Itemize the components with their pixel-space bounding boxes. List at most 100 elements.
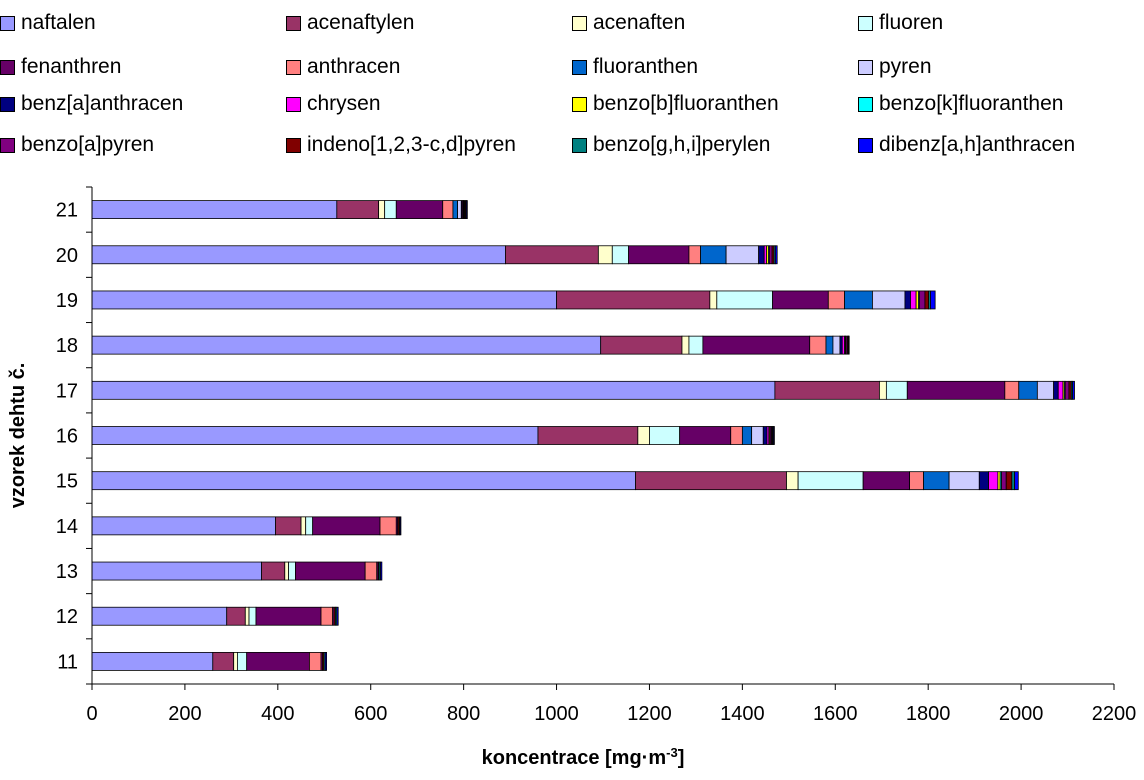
x-tick-label: 1600 bbox=[813, 703, 858, 725]
legend-swatch bbox=[0, 59, 15, 75]
bar-segment bbox=[284, 561, 289, 581]
bar-segment bbox=[295, 561, 366, 581]
legend-swatch bbox=[572, 59, 587, 75]
bar-segment bbox=[1053, 380, 1059, 400]
bar-segment bbox=[1004, 380, 1020, 400]
legend-label: acenaftylen bbox=[307, 11, 415, 34]
bar-segment bbox=[226, 606, 246, 626]
legend-item: fluoren bbox=[858, 8, 943, 38]
bar-segment bbox=[879, 380, 887, 400]
bar-segment bbox=[246, 652, 310, 671]
legend-item: fenanthren bbox=[0, 52, 121, 82]
bar-segment bbox=[336, 606, 339, 626]
y-tick-label: 14 bbox=[56, 516, 78, 538]
legend-item: fluoranthen bbox=[572, 52, 698, 82]
bar-segment bbox=[1014, 471, 1019, 491]
legend-swatch bbox=[572, 96, 587, 112]
legend-item: indeno[1,2,3-c,d]pyren bbox=[286, 130, 516, 160]
legend-item: anthracen bbox=[286, 52, 400, 82]
legend-label: benzo[g,h,i]perylen bbox=[593, 133, 771, 156]
bar-segment bbox=[702, 335, 811, 355]
legend-label: benzo[b]fluoranthen bbox=[593, 92, 779, 115]
bar-segment bbox=[244, 606, 250, 626]
x-tick-label: 1000 bbox=[534, 703, 579, 725]
legend-swatch bbox=[286, 96, 301, 112]
bar-segment bbox=[709, 290, 718, 310]
bar-segment bbox=[730, 426, 743, 445]
legend-label: chrysen bbox=[307, 92, 381, 115]
bar-segment bbox=[237, 652, 248, 671]
legend-label: fluoren bbox=[879, 11, 944, 34]
chart-legend: naftalen acenaftylen acenaften fluoren fenan… bbox=[0, 0, 1144, 170]
x-axis-label: koncentrace [mg·m-3] bbox=[482, 745, 685, 770]
bar-segment bbox=[773, 426, 775, 445]
legend-swatch bbox=[572, 15, 587, 31]
legend-swatch bbox=[286, 59, 301, 75]
bar-segment bbox=[466, 200, 468, 219]
legend-label: acenaften bbox=[593, 11, 686, 34]
bar-segment bbox=[825, 335, 834, 355]
bar-segment bbox=[1072, 380, 1075, 400]
bar-segment bbox=[336, 200, 380, 219]
y-tick-label: 19 bbox=[56, 290, 78, 312]
legend-swatch bbox=[858, 96, 873, 112]
bar-segment bbox=[384, 200, 397, 219]
bar-segment bbox=[255, 606, 322, 626]
legend-item: acenaften bbox=[572, 8, 685, 38]
bar-segment bbox=[261, 561, 286, 581]
bar-segment bbox=[725, 245, 760, 265]
legend-item: naftalen bbox=[0, 8, 96, 38]
legend-label: benzo[k]fluoranthen bbox=[879, 92, 1064, 115]
y-axis-label: vzorek dehtu č. bbox=[7, 363, 29, 509]
bar-segment bbox=[380, 561, 383, 581]
bar-segment bbox=[91, 245, 506, 265]
bar-segment bbox=[923, 471, 950, 491]
bar-segment bbox=[1011, 471, 1015, 491]
bar-segment bbox=[688, 245, 701, 265]
x-tick-label: 2200 bbox=[1092, 703, 1137, 725]
bar-segment bbox=[1005, 471, 1013, 491]
legend-label: pyren bbox=[879, 55, 932, 78]
y-tick-label: 12 bbox=[56, 606, 78, 628]
bar-segment bbox=[597, 245, 613, 265]
legend-swatch bbox=[0, 15, 15, 31]
bar-segment bbox=[741, 426, 753, 445]
bar-segment bbox=[91, 471, 636, 491]
legend-label: fluoranthen bbox=[593, 55, 699, 78]
legend-label: fenanthren bbox=[21, 55, 122, 78]
bar-segment bbox=[556, 290, 711, 310]
bar-segment bbox=[1057, 380, 1064, 400]
y-tick-label: 15 bbox=[56, 471, 78, 493]
legend-item: benzo[k]fluoranthen bbox=[858, 89, 1063, 119]
legend-label: anthracen bbox=[307, 55, 401, 78]
bar-segment bbox=[320, 606, 334, 626]
x-tick-label: 600 bbox=[354, 703, 387, 725]
bar-segment bbox=[786, 471, 799, 491]
x-tick-label: 800 bbox=[447, 703, 480, 725]
legend-swatch bbox=[286, 15, 301, 31]
bar-segment bbox=[91, 652, 214, 671]
legend-item: acenaftylen bbox=[286, 8, 414, 38]
bar-segment bbox=[312, 516, 381, 536]
y-tick-label: 17 bbox=[56, 380, 78, 402]
legend-label: dibenz[a,h]anthracen bbox=[879, 133, 1076, 156]
x-axis-label-sup: -3 bbox=[666, 745, 678, 760]
y-tick-label: 20 bbox=[56, 245, 78, 267]
legend-item: benz[a]anthracen bbox=[0, 89, 183, 119]
bar-segment bbox=[91, 426, 539, 445]
bar-segment bbox=[233, 652, 238, 671]
bar-segment bbox=[395, 200, 444, 219]
bar-segment bbox=[716, 290, 773, 310]
bar-segment bbox=[768, 245, 773, 265]
bar-segment bbox=[827, 290, 845, 310]
bar-segment bbox=[688, 335, 704, 355]
bar-segment bbox=[978, 471, 989, 491]
y-tick-label: 13 bbox=[56, 561, 78, 583]
bar-segment bbox=[399, 516, 402, 536]
bar-segment bbox=[91, 606, 228, 626]
bar-segment bbox=[91, 516, 276, 536]
x-tick-label: 1400 bbox=[720, 703, 765, 725]
bar-segment bbox=[924, 290, 930, 310]
bar-segment bbox=[364, 561, 378, 581]
